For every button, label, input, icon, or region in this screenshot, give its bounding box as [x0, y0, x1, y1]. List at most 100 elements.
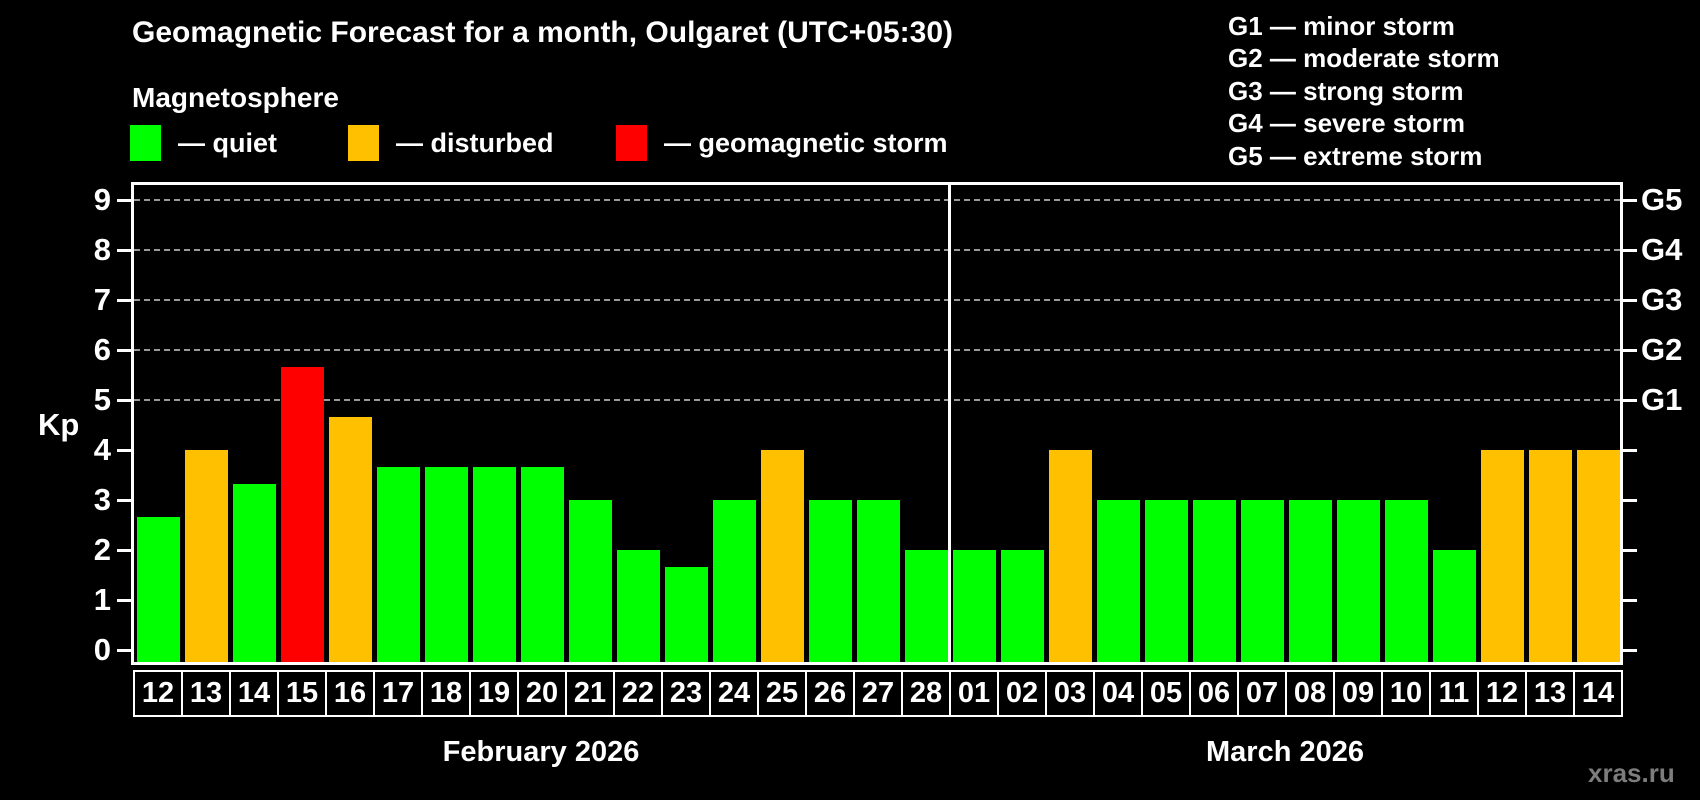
bar [1529, 450, 1572, 662]
bar [1433, 550, 1476, 662]
y-tick-right [1623, 548, 1637, 552]
y-tick-right [1623, 298, 1637, 302]
y-tick-right [1623, 248, 1637, 252]
y-tick [117, 298, 131, 302]
day-cell: 07 [1237, 670, 1287, 717]
day-cell: 05 [1141, 670, 1191, 717]
gridline [134, 299, 1620, 301]
y-tick [117, 398, 131, 402]
bar [1337, 500, 1380, 662]
gridline [134, 199, 1620, 201]
plot-area [131, 182, 1623, 665]
bar [185, 450, 228, 662]
g-legend-line: G1 — minor storm [1228, 11, 1455, 41]
day-cell: 11 [1429, 670, 1479, 717]
bar [1289, 500, 1332, 662]
day-cell: 23 [661, 670, 711, 717]
y-tick-right [1623, 598, 1637, 602]
day-cell: 22 [613, 670, 663, 717]
bar [1049, 450, 1092, 662]
month-label: February 2026 [442, 736, 640, 768]
day-cell: 25 [757, 670, 807, 717]
bar [473, 466, 516, 662]
day-cell: 27 [853, 670, 903, 717]
day-cell: 02 [997, 670, 1047, 717]
bar [809, 500, 852, 662]
day-cell: 19 [469, 670, 519, 717]
y-tick-label: 1 [93, 582, 111, 617]
bar [857, 500, 900, 662]
day-axis: 12 13 14 15 16 17 18 19 20 21 22 23 24 25 26 27 28 01 02 03… [133, 670, 1623, 717]
g-tick-label: G3 [1641, 282, 1683, 317]
bar [521, 466, 564, 662]
bar [137, 516, 180, 662]
day-cell: 09 [1333, 670, 1383, 717]
y-tick-right [1623, 198, 1637, 202]
day-cell: 04 [1093, 670, 1143, 717]
y-tick [117, 248, 131, 252]
day-cell: 20 [517, 670, 567, 717]
y-tick [117, 348, 131, 352]
y-tick-label: 0 [93, 632, 111, 667]
bar [761, 450, 804, 662]
bar [1001, 550, 1044, 662]
quiet-swatch [130, 125, 161, 161]
g-legend-line: G4 — severe storm [1228, 108, 1466, 139]
y-tick [117, 198, 131, 202]
y-tick-label: 2 [93, 532, 111, 567]
day-cell: 15 [277, 670, 327, 717]
y-tick-label: 9 [93, 182, 111, 217]
day-cell: 17 [373, 670, 423, 717]
legend-item: — geomagnetic storm [616, 125, 948, 161]
watermark: xras.ru [1588, 758, 1675, 788]
bar [329, 416, 372, 662]
y-tick [117, 598, 131, 602]
month-divider [948, 185, 951, 662]
y-tick-right [1623, 498, 1637, 502]
y-tick-label: 6 [93, 332, 111, 367]
g-legend-line: G3 — strong storm [1228, 75, 1464, 106]
g-scale-legend: G1 — minor storm G2 — moderate storm G3 — … [1228, 10, 1500, 172]
bar [233, 483, 276, 662]
disturbed-swatch [348, 125, 379, 161]
y-tick [117, 548, 131, 552]
bar [1097, 500, 1140, 662]
bar [377, 466, 420, 662]
month-label: March 2026 [1206, 736, 1364, 768]
gridline [134, 399, 1620, 401]
bar [1385, 500, 1428, 662]
day-cell: 12 [133, 670, 183, 717]
legend-label: — disturbed [396, 127, 554, 158]
storm-swatch [616, 125, 647, 161]
day-cell: 18 [421, 670, 471, 717]
g-tick-label: G1 [1641, 382, 1683, 417]
bar [665, 566, 708, 662]
y-axis-title: Kp [38, 407, 80, 442]
day-cell: 28 [901, 670, 951, 717]
day-cell: 14 [229, 670, 279, 717]
bar [1193, 500, 1236, 662]
day-cell: 14 [1573, 670, 1623, 717]
day-cell: 26 [805, 670, 855, 717]
gridline [134, 249, 1620, 251]
y-tick [117, 448, 131, 452]
y-tick [117, 648, 131, 652]
day-cell: 13 [181, 670, 231, 717]
y-tick-right [1623, 448, 1637, 452]
y-tick-label: 4 [93, 432, 111, 467]
y-tick-label: 8 [93, 232, 111, 267]
day-cell: 16 [325, 670, 375, 717]
bar [617, 550, 660, 662]
y-tick-label: 5 [93, 382, 111, 417]
day-cell: 24 [709, 670, 759, 717]
page-title: Geomagnetic Forecast for a month, Oulgar… [132, 16, 954, 49]
bar [569, 500, 612, 662]
legend-label: — geomagnetic storm [664, 127, 948, 158]
bar [1577, 450, 1620, 662]
bar [713, 500, 756, 662]
bar [281, 366, 324, 662]
legend-item: — quiet [130, 125, 277, 161]
chart-subtitle: Magnetosphere [132, 82, 339, 113]
day-cell: 08 [1285, 670, 1335, 717]
